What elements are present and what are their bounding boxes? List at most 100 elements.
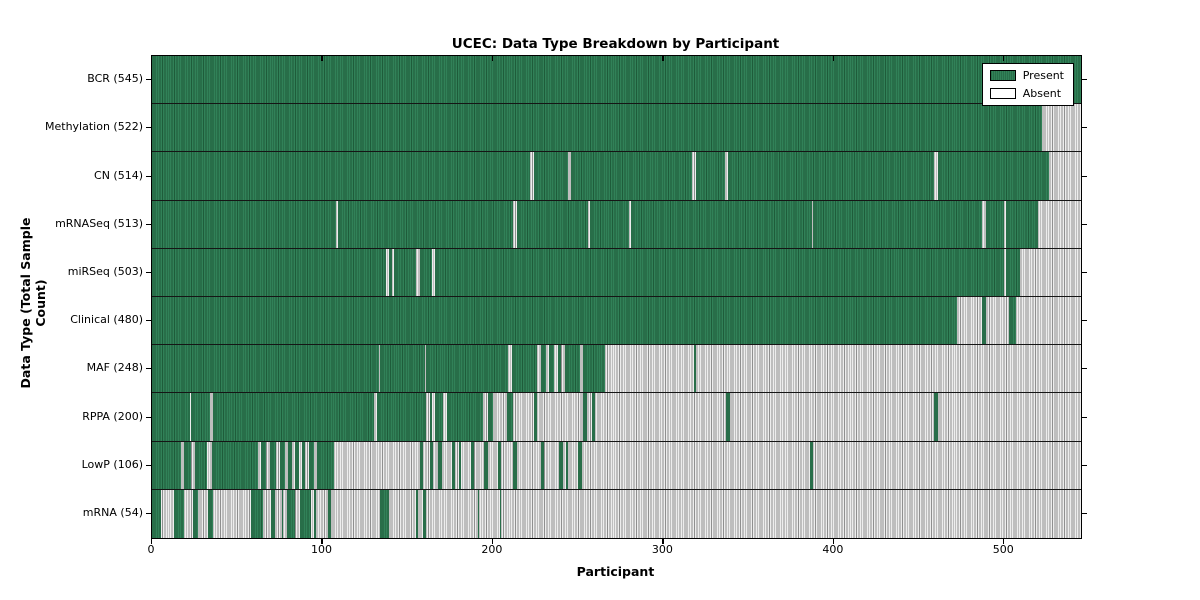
present-segment	[426, 345, 509, 393]
present-segment	[533, 152, 568, 200]
x-tick-bottom	[491, 539, 494, 544]
present-segment	[571, 152, 693, 200]
x-tick-top	[1003, 56, 1005, 61]
x-tick-top	[662, 56, 664, 61]
present-segment	[423, 489, 427, 538]
x-tick-label-200: 200	[481, 543, 503, 556]
x-tick-label-300: 300	[651, 543, 673, 556]
present-segment	[152, 345, 379, 393]
present-segment	[317, 441, 335, 489]
x-tick-bottom	[662, 539, 664, 544]
present-segment	[279, 441, 285, 489]
y-tick-label-mRNA: mRNA (54)	[82, 505, 143, 519]
present-segment	[191, 393, 210, 441]
present-segment	[540, 441, 545, 489]
heatmap-row-miRSeq	[152, 248, 1081, 297]
present-segment	[192, 489, 199, 538]
present-segment	[513, 441, 517, 489]
right-y-tick	[1081, 416, 1087, 418]
present-segment	[419, 441, 424, 489]
heatmap-row-LowP	[152, 441, 1081, 490]
present-segment	[394, 248, 417, 296]
present-swatch-icon	[989, 70, 1016, 81]
y-tick-label-LowP: LowP (106)	[81, 457, 143, 471]
present-segment	[211, 441, 258, 489]
present-segment	[288, 441, 292, 489]
present-segment	[452, 441, 456, 489]
present-segment	[302, 441, 306, 489]
present-segment	[564, 345, 580, 393]
x-tick-label-0: 0	[147, 543, 155, 556]
present-segment	[499, 489, 502, 538]
present-segment	[578, 441, 582, 489]
legend-item-present: Present	[989, 69, 1064, 82]
legend-label: Absent	[1022, 87, 1062, 100]
present-segment	[416, 489, 418, 538]
x-tick-top	[491, 56, 494, 61]
x-tick-top	[321, 56, 323, 61]
right-y-tick	[1081, 464, 1087, 466]
present-segment	[286, 489, 296, 538]
x-tick-label-100: 100	[310, 543, 332, 556]
present-segment	[557, 345, 562, 393]
y-tick-label-miRSeq: miRSeq (503)	[67, 264, 143, 278]
y-tick-label-CN: CN (514)	[94, 168, 143, 182]
left-y-tick	[145, 127, 151, 129]
present-segment	[590, 200, 630, 248]
y-tick-label-Methylation: Methylation (522)	[45, 120, 143, 134]
left-y-tick	[145, 223, 151, 225]
legend-item-absent: Absent	[989, 87, 1064, 100]
present-segment	[429, 441, 434, 489]
present-segment	[434, 248, 1005, 296]
present-segment	[152, 56, 1081, 104]
left-y-tick	[145, 175, 151, 177]
present-segment	[152, 104, 1042, 152]
present-segment	[295, 441, 299, 489]
present-segment	[269, 441, 277, 489]
present-segment	[152, 248, 386, 296]
present-segment	[934, 393, 938, 441]
left-y-tick	[145, 416, 151, 418]
present-segment	[540, 345, 546, 393]
present-segment	[261, 441, 267, 489]
left-y-tick	[145, 320, 151, 322]
present-segment	[152, 297, 957, 345]
present-segment	[208, 489, 214, 538]
present-segment	[583, 393, 587, 441]
present-segment	[559, 441, 563, 489]
x-tick-bottom	[321, 539, 323, 544]
legend-label: Present	[1022, 69, 1064, 82]
y-tick-label-mRNASeq: mRNASeq (513)	[55, 216, 143, 230]
present-segment	[694, 345, 696, 393]
present-segment	[506, 393, 514, 441]
heatmap-row-Methylation	[152, 104, 1081, 153]
heatmap-row-mRNA	[152, 489, 1081, 538]
x-tick-label-400: 400	[822, 543, 844, 556]
present-segment	[726, 393, 730, 441]
right-y-tick	[1081, 271, 1087, 274]
present-segment	[549, 345, 555, 393]
left-y-tick	[145, 368, 151, 370]
left-y-tick	[145, 512, 151, 515]
present-segment	[516, 200, 589, 248]
legend: Present Absent	[981, 63, 1074, 106]
x-tick-bottom	[1003, 539, 1005, 544]
left-y-tick	[145, 79, 151, 81]
absent-swatch-icon	[989, 88, 1016, 99]
x-axis-label: Participant	[576, 564, 655, 579]
present-segment	[152, 441, 181, 489]
present-segment	[152, 489, 161, 538]
heatmap-row-RPPA	[152, 393, 1081, 442]
heatmap-row-MAF	[152, 345, 1081, 394]
right-y-tick	[1081, 175, 1087, 177]
present-segment	[511, 345, 538, 393]
right-y-tick	[1081, 127, 1087, 129]
right-y-tick	[1081, 512, 1087, 515]
left-y-tick	[145, 271, 151, 274]
y-tick-label-MAF: MAF (248)	[86, 361, 143, 375]
present-segment	[533, 393, 538, 441]
present-segment	[695, 152, 725, 200]
present-segment	[487, 393, 493, 441]
present-segment	[446, 393, 483, 441]
present-segment	[477, 489, 480, 538]
